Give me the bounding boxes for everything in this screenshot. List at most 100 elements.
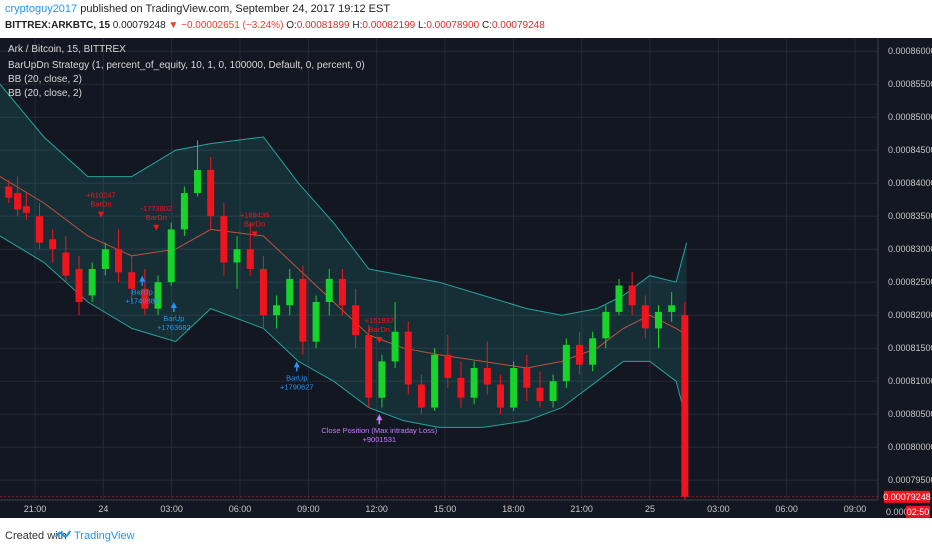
grid-lines xyxy=(0,38,878,500)
candle-body xyxy=(483,368,491,385)
candle-body xyxy=(233,249,241,263)
x-tick-label: 09:00 xyxy=(844,504,867,514)
open-label: O: xyxy=(286,20,297,31)
close-label: C: xyxy=(481,20,492,31)
author-link[interactable]: cryptoguy2017 xyxy=(5,3,78,15)
candle-body xyxy=(510,368,518,408)
candle-body xyxy=(299,278,307,342)
signal-label: BarUp xyxy=(132,288,153,297)
signal-buy: BarUp+1763682 xyxy=(157,302,191,332)
y-tick-label: 0.00085000 xyxy=(888,112,932,122)
candle-body xyxy=(259,269,267,316)
last-price-tag: 0.00079248 0.000 02:50 xyxy=(883,490,931,518)
x-tick-label: 06:00 xyxy=(229,504,252,514)
legend-bb-1[interactable]: BB (20, close, 2) xyxy=(8,74,82,85)
published-text: published on TradingView.com, September … xyxy=(80,3,391,15)
candle-body xyxy=(207,170,215,217)
candle-body xyxy=(49,239,57,250)
chart-legend-title[interactable]: Ark / Bitcoin, 15, BITTREX xyxy=(8,44,126,55)
signal-amount: +169436 xyxy=(240,210,269,219)
candle xyxy=(338,269,346,316)
signal-amount: -1773802 xyxy=(140,204,172,213)
candle-body xyxy=(141,288,149,309)
high-value: 0.00082199 xyxy=(362,20,416,31)
candle-body xyxy=(365,335,373,398)
candle xyxy=(562,338,570,388)
candle xyxy=(391,302,399,368)
y-tick-label: 0.00084000 xyxy=(888,178,932,188)
price-axis[interactable] xyxy=(878,38,932,518)
bb-lower-line xyxy=(0,235,688,428)
candle-body xyxy=(444,354,452,378)
bar-countdown: 02:50 xyxy=(907,507,930,517)
candle xyxy=(88,262,96,302)
candle xyxy=(365,325,373,408)
created-with-text: Created with xyxy=(5,530,67,542)
y-tick-label: 0.00084500 xyxy=(888,145,932,155)
y-tick-label: 0.00082000 xyxy=(888,310,932,320)
x-tick-label: 03:00 xyxy=(707,504,730,514)
candle xyxy=(312,295,320,349)
candle xyxy=(180,186,188,236)
candle-body xyxy=(589,338,597,365)
candle xyxy=(233,236,241,289)
candle xyxy=(22,193,30,220)
candle xyxy=(62,236,70,283)
close-value: 0.00079248 xyxy=(491,20,545,31)
signal-amount: +1740888 xyxy=(125,297,159,306)
candle-body xyxy=(220,216,228,263)
x-tick-label: 03:00 xyxy=(160,504,183,514)
candle xyxy=(602,305,610,349)
tradingview-logo-icon[interactable] xyxy=(55,527,71,541)
candle-body xyxy=(180,193,188,230)
candle xyxy=(75,255,83,316)
time-axis-ticks: 21:00 24 03:00 06:00 09:00 12:00 15:00 18:00 21:… xyxy=(24,504,867,514)
footer: Created with TradingView xyxy=(0,520,932,550)
candle xyxy=(154,275,162,316)
signal-arrow xyxy=(376,414,383,421)
tradingview-brand-link[interactable]: TradingView xyxy=(74,530,135,542)
publish-line: cryptoguy2017 published on TradingView.c… xyxy=(5,3,390,15)
signal-exit: Close Position (Max intraday Loss)+90015… xyxy=(321,414,438,444)
candle-body xyxy=(391,331,399,362)
low-label: L: xyxy=(418,20,427,31)
candle xyxy=(141,269,149,316)
candle-body xyxy=(668,305,676,312)
candle-body xyxy=(312,302,320,342)
candle-body xyxy=(575,344,583,365)
signal-arrow xyxy=(293,361,300,368)
legend-bb-2[interactable]: BB (20, close, 2) xyxy=(8,88,82,99)
signal-label: BarDn xyxy=(369,325,390,334)
ohlc-line: BITTREX:ARKBTC, 15 0.00079248 ▼ −0.00002… xyxy=(5,20,545,31)
time-axis[interactable] xyxy=(0,500,878,518)
signal-buy: BarUp+1740888 xyxy=(125,275,159,306)
signal-arrow xyxy=(97,211,104,218)
y-tick-label: 0.00083000 xyxy=(888,244,932,254)
candle-body xyxy=(14,193,22,210)
candle-body xyxy=(246,249,254,269)
candle xyxy=(259,255,267,329)
candle xyxy=(470,361,478,405)
price-label-partial: 0.000 xyxy=(886,507,909,517)
candle xyxy=(496,374,504,415)
candle-body xyxy=(325,278,333,302)
signal-label: BarDn xyxy=(146,213,167,222)
candle xyxy=(299,265,307,355)
y-tick-label: 0.00079500 xyxy=(888,475,932,485)
candle-body xyxy=(602,311,610,339)
candle-body xyxy=(496,384,504,408)
candles xyxy=(5,140,689,518)
candle-body xyxy=(378,361,386,398)
candle-body xyxy=(5,186,13,198)
symbol-label: BITTREX:ARKBTC, 15 xyxy=(5,20,111,31)
candle-body xyxy=(154,282,162,309)
candle-body xyxy=(549,381,557,401)
legend-strategy[interactable]: BarUpDn Strategy (1, percent_of_equity, … xyxy=(8,60,365,71)
candle-body xyxy=(286,278,294,306)
candle xyxy=(523,354,531,401)
candle xyxy=(352,288,360,349)
candle xyxy=(286,269,294,316)
